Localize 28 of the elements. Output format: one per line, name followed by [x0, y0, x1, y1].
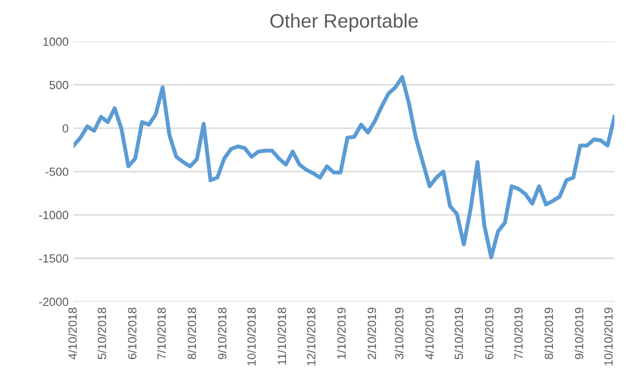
chart-title: Other Reportable [270, 13, 418, 32]
x-tick-label: 4/10/2018 [68, 308, 77, 360]
x-tick-label: 10/10/2018 [247, 308, 256, 366]
x-tick-label: 6/10/2019 [484, 308, 494, 360]
x-tick-label: 2/10/2019 [367, 308, 376, 360]
x-tick-label: 12/10/2018 [306, 308, 316, 366]
y-tick-label: 0 [62, 124, 68, 133]
x-tick-label: 3/10/2019 [394, 308, 404, 360]
x-tick-label: 6/10/2018 [128, 308, 136, 360]
y-tick-label: -500 [46, 168, 68, 176]
x-tick-label: 5/10/2019 [454, 308, 464, 360]
x-tick-label: 9/10/2019 [574, 308, 584, 360]
y-tick-label: 1000 [43, 38, 68, 46]
x-tick-label: 5/10/2018 [97, 308, 106, 360]
x-tick-label: 10/10/2019 [604, 308, 613, 366]
x-tick-label: 9/10/2018 [218, 308, 226, 360]
line-series [74, 75, 614, 260]
x-tick-label: 1/10/2019 [337, 308, 346, 359]
x-tick-label: 7/10/2019 [514, 308, 523, 360]
y-tick-label: -1000 [39, 210, 68, 220]
x-tick-label: 7/10/2018 [157, 308, 166, 360]
y-tick-label: -1500 [39, 254, 68, 263]
x-tick-label: 11/10/2018 [277, 308, 286, 364]
x-tick-label: 8/10/2019 [544, 308, 554, 360]
x-tick-label: 4/10/2019 [425, 308, 434, 360]
y-tick-label: 500 [50, 80, 68, 90]
x-tick-label: 8/10/2018 [187, 308, 196, 360]
y-tick-label: -2000 [39, 298, 68, 306]
